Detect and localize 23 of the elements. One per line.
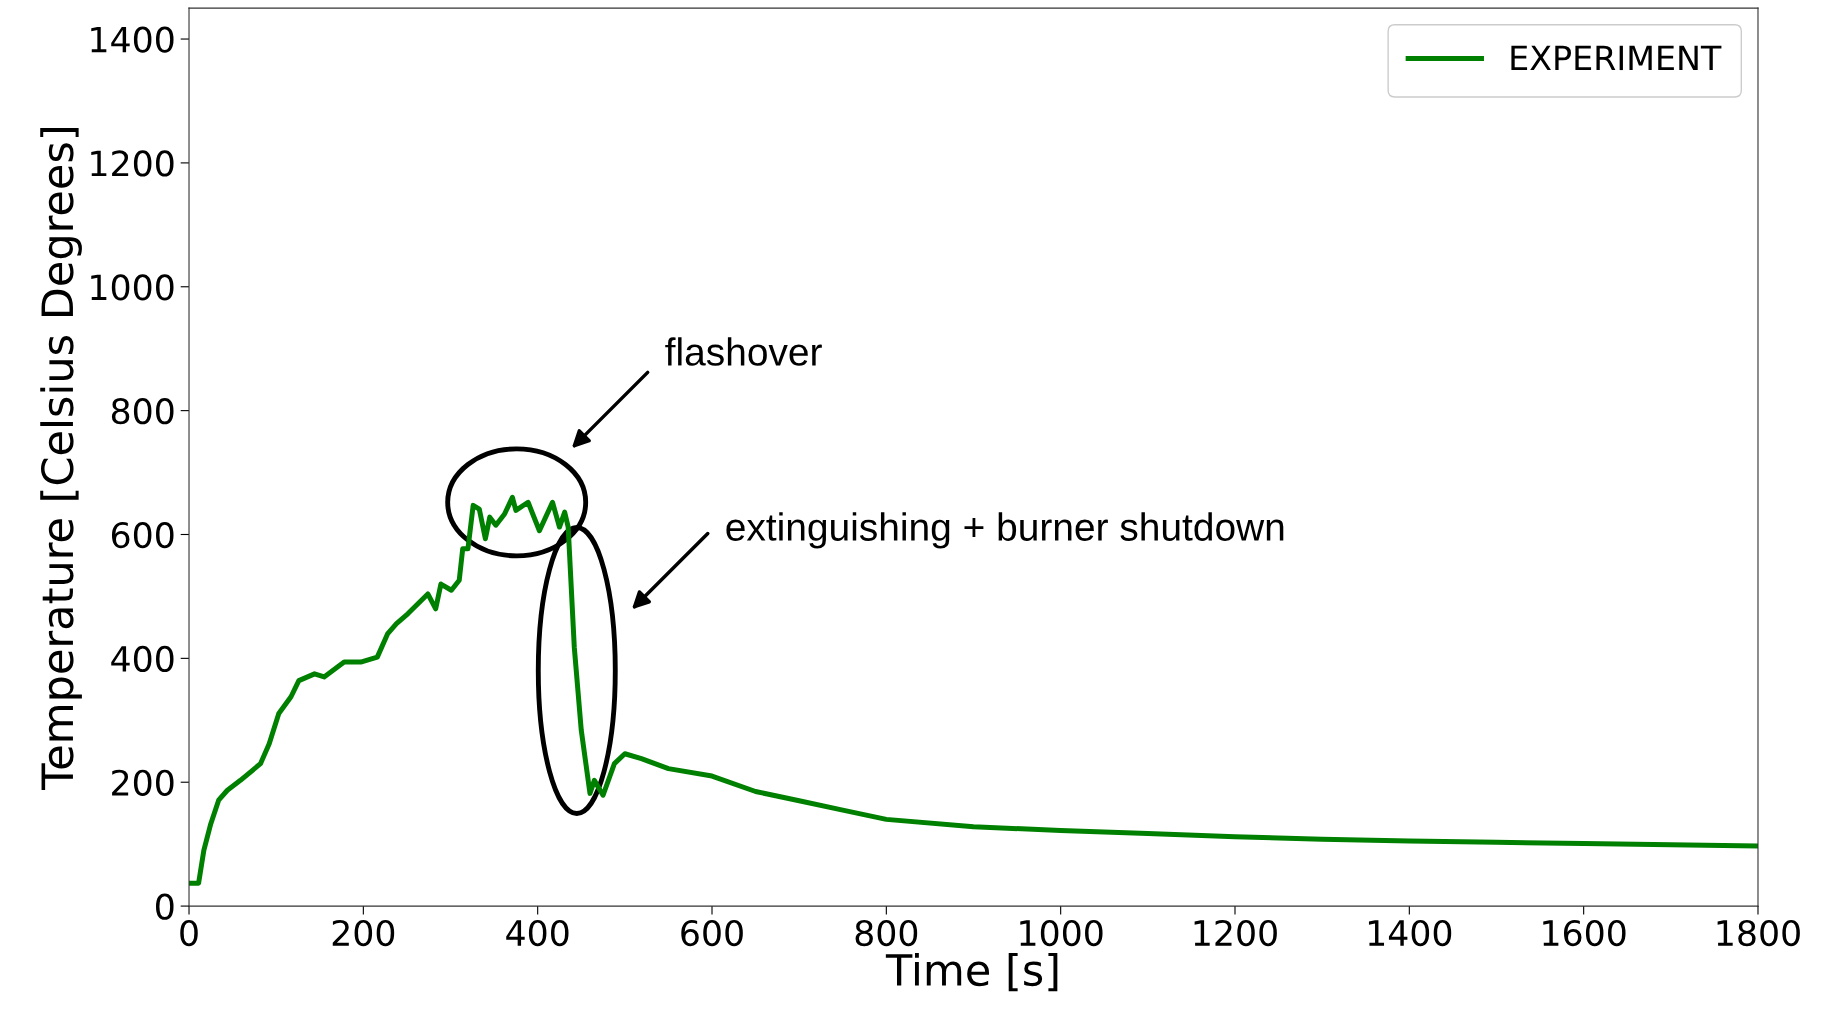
y-tick-label: 800	[111, 398, 174, 425]
x-tick-label: 1400	[1368, 919, 1452, 947]
y-axis-title: Temperature [Celsius Degrees]	[40, 128, 82, 790]
y-tick-label: 400	[111, 645, 174, 673]
y-tick-label: 1200	[91, 150, 174, 177]
x-tick-label: 1800	[1717, 919, 1800, 947]
x-tick-label: 1200	[1194, 919, 1277, 947]
y-tick-label: 1400	[91, 26, 174, 53]
annotation: extinguishing + burner shutdown	[726, 512, 1284, 549]
y-tick-label: 600	[111, 521, 174, 549]
x-tick-label: 600	[681, 919, 743, 947]
x-axis-title: Time [s]	[885, 952, 1058, 992]
y-tick-label: 0	[156, 893, 174, 920]
x-tick-label: 0	[180, 919, 198, 947]
legend-label: EXPERIMENT	[1511, 45, 1722, 71]
y-tick-label: 200	[112, 769, 174, 796]
y-tick-label: 1000	[91, 274, 174, 301]
x-tick-label: 400	[506, 919, 569, 947]
x-tick-label: 1600	[1543, 919, 1626, 947]
annotation: flashover	[665, 337, 822, 366]
x-tick-label: 800	[855, 919, 918, 947]
x-tick-label: 1000	[1020, 919, 1103, 947]
x-tick-label: 200	[332, 919, 395, 947]
